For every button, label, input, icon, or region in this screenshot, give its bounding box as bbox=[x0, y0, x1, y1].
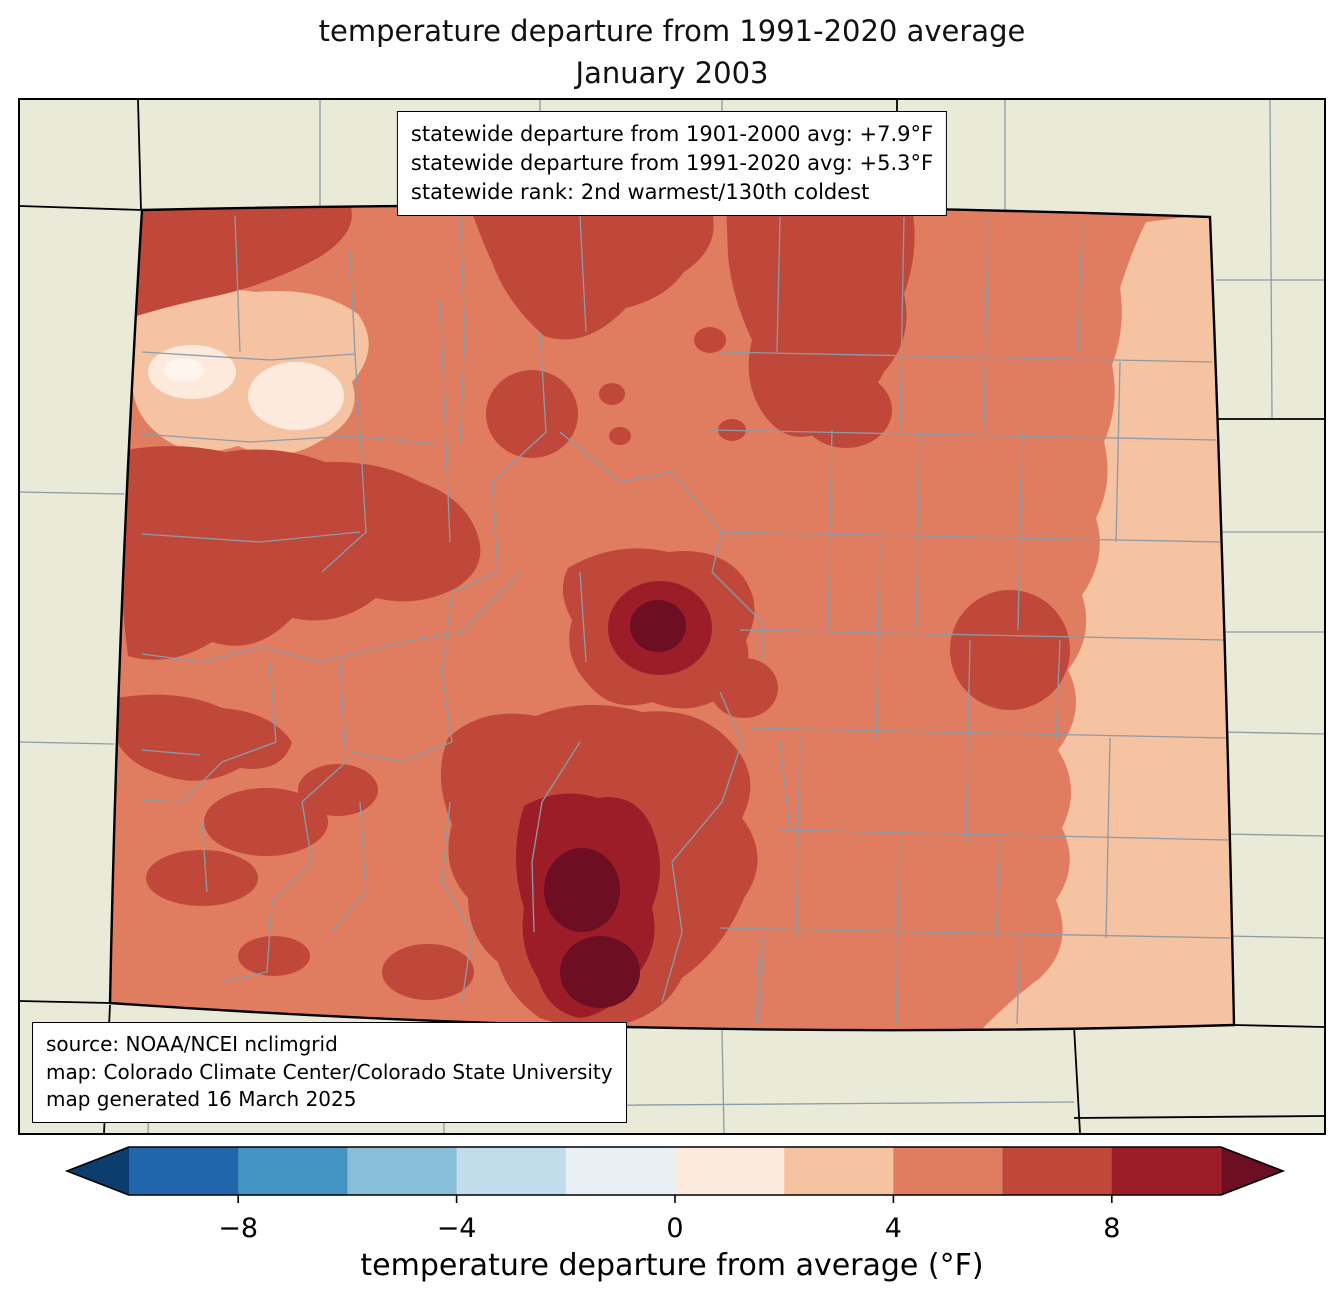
colorado-county-lines bbox=[141, 215, 1231, 1027]
stats-line-1901-2000: statewide departure from 1901-2000 avg: … bbox=[410, 122, 934, 146]
region-plus6to8-west bbox=[116, 446, 481, 660]
stats-line-rank: statewide rank: 2nd warmest/130th coldes… bbox=[410, 179, 870, 204]
region-plus6to8-spot bbox=[382, 944, 474, 1000]
region-plus6to8-spot bbox=[238, 936, 310, 976]
region-plus6to8-spot bbox=[609, 427, 631, 445]
generated-line: map generated 16 March 2025 bbox=[46, 1087, 357, 1112]
region-plus2to4-east-band bbox=[975, 205, 1234, 1031]
colorbar-segment bbox=[675, 1147, 785, 1195]
region-plus6to8-spot bbox=[599, 383, 625, 405]
region-plus6to8-nw-corner bbox=[116, 205, 352, 318]
region-white-spot bbox=[164, 358, 204, 382]
colorbar-segment bbox=[893, 1147, 1004, 1195]
region-plus6to8-east-patch bbox=[950, 590, 1070, 710]
figure-title-line-1: temperature departure from 1991-2020 ave… bbox=[318, 14, 1026, 48]
region-plus6to8-spot bbox=[694, 327, 726, 353]
colorbar-tick-label: −8 bbox=[218, 1213, 258, 1244]
colorbar-segment bbox=[1111, 1147, 1222, 1195]
colorbar-segment bbox=[129, 1147, 239, 1195]
region-plus10-center bbox=[630, 600, 686, 652]
map-credit-line: map: Colorado Climate Center/Colorado St… bbox=[46, 1059, 613, 1084]
colorbar-segment bbox=[347, 1147, 458, 1195]
colorbar-tick-label: 8 bbox=[1103, 1213, 1120, 1244]
colorbar-label: temperature departure from average (°F) bbox=[360, 1248, 984, 1283]
region-plus6to8-spot bbox=[146, 850, 258, 906]
colorbar-outline bbox=[64, 1146, 1286, 1196]
colorbar-segment bbox=[784, 1147, 894, 1195]
stats-box: statewide departure from 1901-2000 avg: … bbox=[396, 111, 948, 216]
colorbar-tick-label: −4 bbox=[437, 1213, 477, 1244]
stats-line-1991-2020: statewide departure from 1991-2020 avg: … bbox=[410, 150, 934, 175]
region-plus6to8-spot bbox=[204, 788, 328, 856]
colorbar-segment bbox=[1002, 1147, 1113, 1195]
figure-title-line-2: January 2003 bbox=[575, 56, 769, 90]
region-plus6to8-lobe bbox=[486, 370, 578, 458]
source-box: source: NOAA/NCEI nclimgrid map: Colorad… bbox=[32, 1022, 627, 1123]
colorbar-tick-label: 4 bbox=[885, 1213, 902, 1244]
region-0to2-spot-b bbox=[248, 362, 344, 430]
colorbar-low-arrow bbox=[67, 1147, 129, 1195]
colorbar-segment bbox=[456, 1147, 567, 1195]
colorbar-high-arrow bbox=[1221, 1147, 1283, 1195]
colorbar-segment bbox=[565, 1147, 676, 1195]
region-plus6to8-top-center bbox=[468, 205, 714, 340]
region-plus6to8-spot bbox=[710, 658, 778, 718]
colorado-map bbox=[20, 100, 1324, 1133]
map-panel: statewide departure from 1901-2000 avg: … bbox=[18, 98, 1326, 1135]
colorbar-segment bbox=[238, 1147, 348, 1195]
region-plus10-south-a bbox=[544, 848, 620, 932]
source-line: source: NOAA/NCEI nclimgrid bbox=[46, 1032, 338, 1057]
colorbar: −8 −4 0 4 8 bbox=[64, 1146, 1286, 1244]
region-plus10-south-b bbox=[560, 936, 640, 1008]
region-plus6to8-spot bbox=[800, 372, 892, 448]
region-plus6to8-southwest-arm bbox=[116, 694, 292, 781]
region-plus6to8-spot bbox=[298, 764, 378, 816]
colorbar-tick-label: 0 bbox=[666, 1213, 683, 1244]
